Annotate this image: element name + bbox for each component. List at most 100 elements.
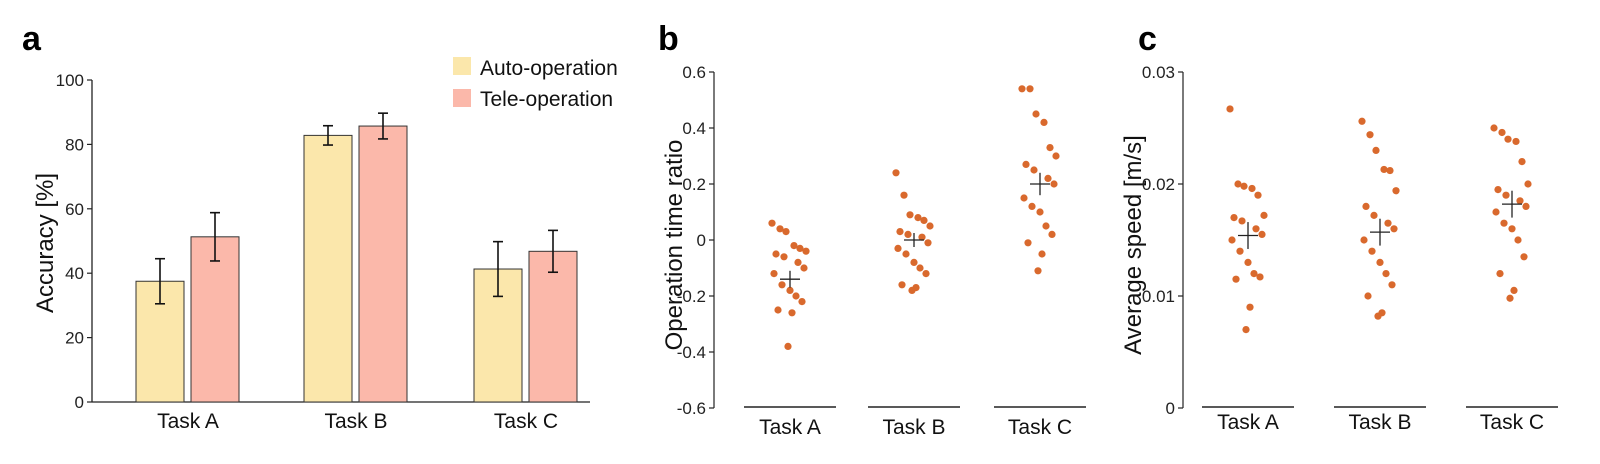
data-point xyxy=(1252,225,1260,233)
data-point xyxy=(1362,202,1370,210)
data-point xyxy=(1524,180,1532,188)
data-point xyxy=(892,169,900,177)
data-point xyxy=(1040,118,1048,126)
data-point xyxy=(1496,270,1504,278)
y-tick-label-a: 20 xyxy=(65,329,84,348)
data-point xyxy=(1490,124,1498,132)
data-point xyxy=(1508,225,1516,233)
data-point xyxy=(1236,247,1244,255)
data-point xyxy=(1492,208,1500,216)
data-point xyxy=(1238,217,1246,225)
y-tick-label-b: 0.6 xyxy=(682,63,706,82)
data-point xyxy=(1368,247,1376,255)
data-point xyxy=(898,281,906,289)
data-point xyxy=(1232,275,1240,283)
data-point xyxy=(1374,312,1382,320)
x-tick-label-c: Task C xyxy=(1480,411,1544,434)
legend-swatch-auto-operation xyxy=(453,57,471,75)
data-point xyxy=(916,264,924,272)
x-tick-label-c: Task B xyxy=(1348,411,1411,434)
data-point xyxy=(772,250,780,258)
data-point xyxy=(918,233,926,241)
data-point xyxy=(1052,152,1060,160)
data-point xyxy=(1226,105,1234,113)
y-tick-label-b: -0.6 xyxy=(677,399,706,418)
y-tick-label-c: 0.02 xyxy=(1142,175,1175,194)
bar xyxy=(358,125,408,403)
data-point xyxy=(1038,250,1046,258)
data-point xyxy=(1240,182,1248,190)
data-point xyxy=(1520,253,1528,261)
data-point xyxy=(1050,180,1058,188)
data-point xyxy=(788,309,796,317)
data-point xyxy=(1370,211,1378,219)
data-point xyxy=(1028,202,1036,210)
y-tick-label-c: 0 xyxy=(1166,399,1175,418)
y-tick-label-c: 0.03 xyxy=(1142,63,1175,82)
y-tick-label-b: 0 xyxy=(697,231,706,250)
data-point xyxy=(1044,174,1052,182)
x-tick-label-b: Task A xyxy=(759,416,821,439)
x-tick-label-a: Task B xyxy=(324,410,387,433)
data-point xyxy=(790,242,798,250)
data-point xyxy=(1372,146,1380,154)
data-point xyxy=(1228,236,1236,244)
data-point xyxy=(1026,85,1034,93)
panel-label-c: c xyxy=(1138,20,1157,58)
data-point xyxy=(776,225,784,233)
data-point xyxy=(910,258,918,266)
data-point xyxy=(908,286,916,294)
data-point xyxy=(1504,135,1512,143)
data-point xyxy=(1388,281,1396,289)
data-point xyxy=(906,211,914,219)
data-point xyxy=(926,222,934,230)
data-point xyxy=(1366,131,1374,139)
data-point xyxy=(1248,184,1256,193)
data-point xyxy=(780,253,788,261)
data-point xyxy=(778,281,786,289)
x-tick-label-c: Task A xyxy=(1217,411,1279,434)
legend-label-auto-operation: Auto-operation xyxy=(480,57,618,80)
data-point xyxy=(1260,211,1268,219)
y-tick-label-a: 80 xyxy=(65,135,84,154)
y-tick-label-a: 40 xyxy=(65,264,84,283)
y-axis-label-b: Operation time ratio xyxy=(661,140,688,351)
data-point xyxy=(1022,160,1030,168)
data-point xyxy=(1502,191,1510,199)
data-point xyxy=(786,286,794,294)
data-point xyxy=(914,214,922,222)
data-point xyxy=(1042,222,1050,230)
bar xyxy=(528,250,578,403)
bar xyxy=(190,236,240,403)
data-point xyxy=(1516,197,1524,205)
data-point xyxy=(1498,128,1506,137)
data-point xyxy=(1048,230,1056,238)
data-point xyxy=(1382,270,1390,278)
data-point xyxy=(1018,85,1026,93)
data-point xyxy=(1030,166,1038,174)
data-point xyxy=(922,270,930,278)
data-point xyxy=(1034,267,1042,275)
x-tick-label-a: Task A xyxy=(157,410,219,433)
x-tick-label-b: Task B xyxy=(882,416,945,439)
data-point xyxy=(1510,286,1518,294)
data-point xyxy=(1360,236,1368,244)
y-tick-label-c: 0.01 xyxy=(1142,287,1175,306)
data-point xyxy=(1514,236,1522,244)
data-point xyxy=(1244,258,1252,266)
data-point xyxy=(802,247,810,255)
y-axis-label-a: Accuracy [%] xyxy=(32,173,59,313)
y-axis-label-c: Average speed [m/s] xyxy=(1120,135,1147,355)
data-point xyxy=(1522,202,1530,210)
data-point xyxy=(770,270,778,278)
data-point xyxy=(1230,214,1238,222)
data-point xyxy=(1506,294,1514,302)
data-point xyxy=(924,239,932,247)
data-point xyxy=(1036,208,1044,216)
data-point xyxy=(774,306,782,314)
legend-label-tele-operation: Tele-operation xyxy=(480,88,613,111)
data-point xyxy=(1376,258,1384,266)
y-tick-label-a: 60 xyxy=(65,200,84,219)
legend-swatch-tele-operation xyxy=(453,89,471,107)
